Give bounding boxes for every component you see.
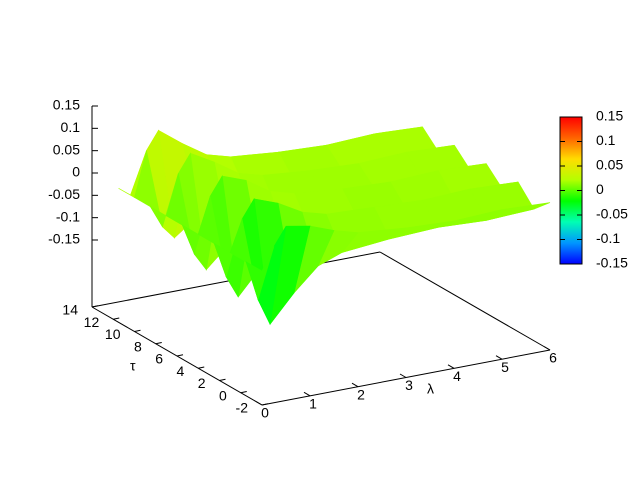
- x-tick: [303, 391, 311, 397]
- z-tick-label: 0.05: [53, 141, 80, 157]
- y-tick-label: -2: [236, 400, 249, 416]
- x-tick-label: 5: [501, 359, 509, 375]
- base-edge: [379, 251, 551, 351]
- x-tick-label: 6: [549, 350, 557, 366]
- z-tick-label: 0: [72, 164, 80, 180]
- z-tick-label: -0.1: [56, 208, 80, 224]
- x-tick-label: 2: [357, 386, 365, 402]
- x-tick: [447, 364, 455, 369]
- y-tick: [134, 329, 141, 332]
- x-tick: [399, 373, 407, 378]
- colorbar-tick-label: 0.1: [596, 132, 616, 148]
- y-tick: [219, 378, 226, 381]
- surface-cell: [245, 246, 275, 301]
- colorbar-tick-label: 0.15: [596, 108, 623, 124]
- x-tick-label: 3: [405, 377, 413, 393]
- colorbar-tick-label: 0: [596, 181, 604, 197]
- colorbar-tick-label: -0.1: [596, 230, 620, 246]
- x-tick-label: 4: [453, 368, 461, 384]
- y-tick-label: 8: [134, 338, 142, 354]
- y-tick-label: 10: [105, 326, 121, 342]
- z-tick-label: -0.05: [48, 186, 80, 202]
- z-tick-label: 0.1: [61, 119, 81, 135]
- x-tick-label: 1: [309, 396, 317, 412]
- y-tick-label: 12: [84, 314, 100, 330]
- y-tick-label: 4: [176, 363, 184, 379]
- y-tick: [261, 403, 269, 406]
- y-tick-label: 14: [62, 302, 78, 318]
- y-tick: [198, 366, 205, 369]
- x-tick: [351, 382, 359, 388]
- y-tick-label: 6: [155, 351, 163, 367]
- y-tick: [155, 342, 162, 345]
- colorbar-tick-label: -0.15: [596, 255, 628, 271]
- colorbar-tick-label: 0.05: [596, 157, 623, 173]
- x-tick: [255, 401, 263, 406]
- y-tick: [176, 354, 184, 357]
- x-tick-label: 0: [261, 405, 269, 421]
- colorbar-tick-label: -0.05: [596, 206, 628, 222]
- z-tick-label: 0.15: [53, 97, 80, 113]
- x-axis-label: λ: [427, 381, 434, 397]
- y-tick-label: 0: [219, 387, 227, 403]
- x-tick: [495, 355, 503, 360]
- y-axis-label: τ: [130, 358, 136, 374]
- z-tick-label: -0.15: [48, 231, 80, 247]
- y-tick: [113, 317, 120, 320]
- y-tick: [91, 305, 99, 308]
- x-tick: [543, 346, 551, 351]
- y-tick-label: 2: [198, 375, 206, 391]
- y-tick: [240, 391, 247, 394]
